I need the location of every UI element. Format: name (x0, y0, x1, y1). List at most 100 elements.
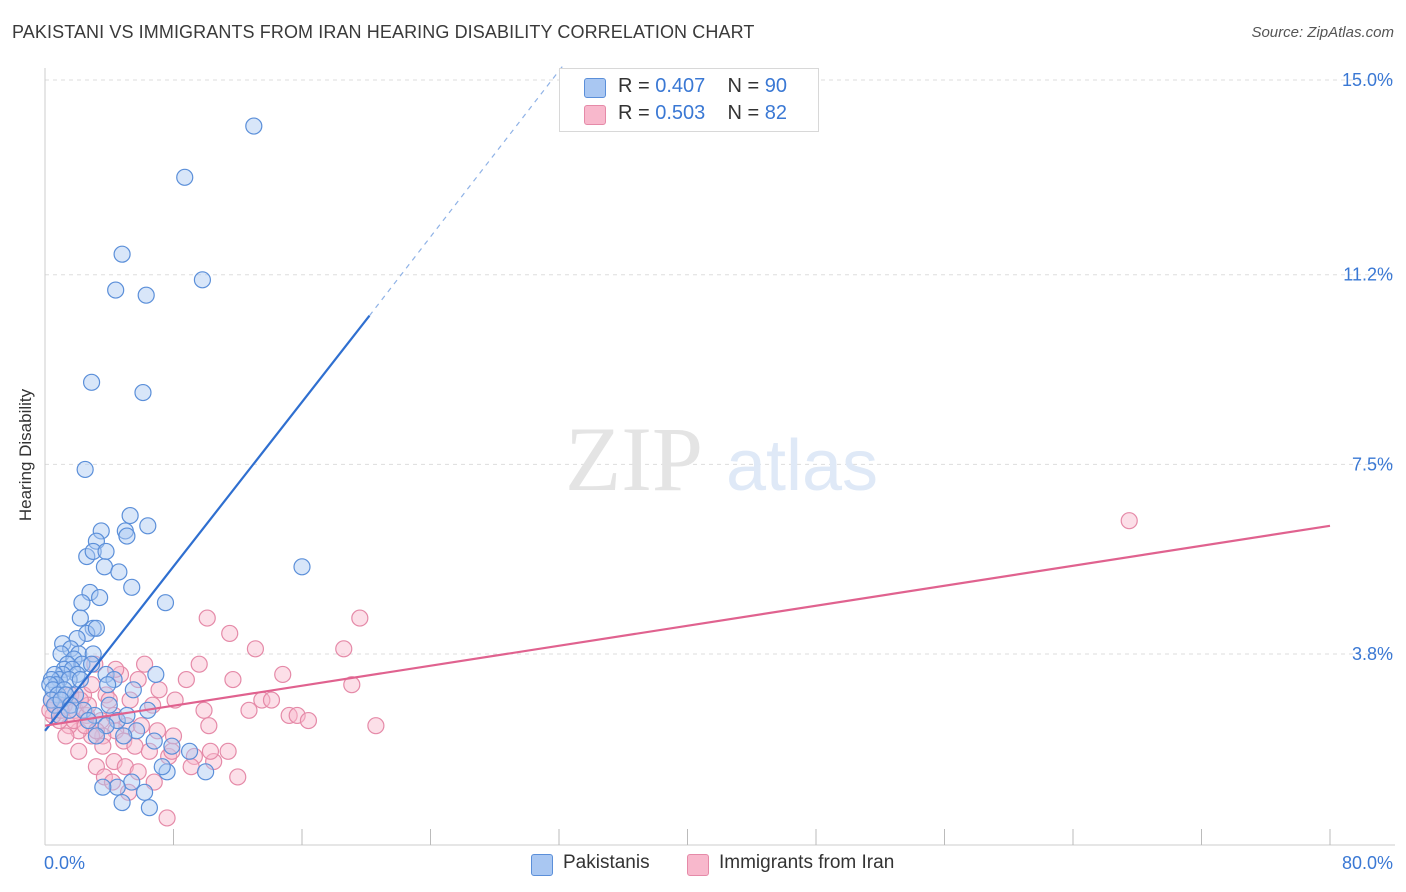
stats-r-value: 0.503 (655, 102, 706, 124)
data-point-pakistanis (115, 727, 133, 745)
data-point-iran (198, 609, 216, 627)
data-point-iran (240, 701, 258, 719)
data-point-pakistanis (127, 722, 146, 740)
data-point-pakistanis (99, 676, 117, 694)
data-point-pakistanis (158, 763, 176, 781)
data-point-pakistanis (113, 793, 131, 812)
watermark: ZIP atlas (565, 408, 878, 510)
data-point-pakistanis (113, 245, 131, 263)
data-point-pakistanis (118, 527, 136, 545)
data-point-pakistanis (78, 624, 96, 643)
data-point-pakistanis (163, 737, 181, 755)
data-point-pakistanis (71, 609, 89, 627)
legend-label: Pakistanis (563, 852, 650, 873)
data-point-iran (57, 727, 75, 745)
data-point-iran (246, 640, 265, 658)
watermark-atlas: atlas (726, 426, 878, 506)
legend-swatch-pink (687, 854, 709, 876)
stats-swatch-blue (584, 78, 606, 98)
data-point-pakistanis (97, 542, 115, 561)
data-point-pakistanis (176, 168, 194, 186)
legend-label: Immigrants from Iran (719, 852, 895, 873)
stats-swatch-pink (584, 105, 606, 125)
series-pakistanis (41, 117, 311, 817)
data-point-pakistanis (110, 563, 128, 581)
tick-labels: 3.8% 7.5% 11.2% 15.0% 0.0% 80.0% (44, 70, 1393, 873)
data-point-pakistanis (82, 373, 101, 391)
data-point-iran (200, 717, 218, 735)
data-point-pakistanis (108, 711, 126, 730)
data-point-iran (299, 711, 318, 730)
data-point-iran (70, 742, 88, 760)
data-point-pakistanis (92, 522, 110, 540)
stats-n-value: 82 (764, 102, 788, 124)
data-point-pakistanis (245, 117, 263, 135)
trend-lines (44, 64, 1331, 732)
data-point-iran (219, 742, 237, 760)
stats-r-value: 0.407 (655, 75, 706, 97)
data-point-pakistanis (70, 645, 88, 663)
data-point-pakistanis (147, 665, 165, 684)
data-point-pakistanis (95, 558, 114, 576)
trend-line-pakistanis-extension (368, 64, 565, 317)
data-point-pakistanis (145, 732, 163, 750)
data-point-pakistanis (123, 773, 141, 791)
data-point-pakistanis (134, 383, 152, 402)
stats-n-value: 90 (764, 75, 788, 97)
data-point-pakistanis (140, 799, 159, 817)
data-point-iran (140, 742, 159, 760)
y-tick-label: 15.0% (1342, 70, 1393, 90)
source-label: Source: ZipAtlas.com (1251, 24, 1394, 41)
data-point-iran (182, 758, 200, 776)
data-point-iran (115, 732, 133, 750)
data-point-pakistanis (100, 696, 118, 714)
data-point-pakistanis (94, 778, 112, 796)
trend-line-iran (44, 524, 1331, 727)
y-tick-label: 7.5% (1352, 454, 1393, 474)
data-point-pakistanis (153, 758, 171, 776)
data-point-iran (105, 752, 123, 771)
data-point-pakistanis (293, 558, 311, 576)
data-point-pakistanis (108, 778, 126, 796)
data-point-iran (343, 676, 361, 694)
data-point-iran (135, 655, 154, 673)
data-point-pakistanis (74, 701, 93, 719)
data-point-iran (185, 747, 203, 766)
data-point-iran (195, 701, 213, 719)
data-point-pakistanis (76, 460, 94, 479)
data-point-pakistanis (124, 681, 142, 699)
data-point-iran (190, 655, 208, 673)
data-point-pakistanis (123, 578, 141, 596)
stats-n-label: N = (727, 102, 765, 124)
data-point-iran (351, 609, 369, 627)
data-point-pakistanis (193, 271, 212, 289)
chart-title: PAKISTANI VS IMMIGRANTS FROM IRAN HEARIN… (12, 22, 755, 42)
data-point-iran (224, 670, 242, 689)
data-point-iran (288, 706, 306, 725)
data-point-iran (367, 717, 385, 735)
data-point-pakistanis (121, 506, 139, 525)
data-point-iran (262, 691, 281, 709)
data-point-iran (177, 670, 195, 689)
data-point-pakistanis (137, 286, 155, 304)
data-point-iran (158, 809, 176, 827)
data-point-pakistanis (71, 670, 89, 689)
data-point-pakistanis (91, 588, 109, 607)
data-point-pakistanis (87, 727, 106, 745)
data-point-pakistanis (60, 701, 78, 719)
data-point-pakistanis (139, 517, 157, 535)
data-point-pakistanis (180, 742, 199, 760)
correlation-stats-box: R = 0.407 N = 90 R = 0.503 N = 82 (559, 68, 819, 132)
data-point-iran (150, 681, 168, 699)
data-point-iran (129, 670, 147, 689)
watermark-zip: ZIP (565, 408, 703, 510)
legend-swatch-blue (531, 854, 553, 876)
data-point-iran (201, 742, 220, 760)
data-point-iran (163, 742, 181, 760)
data-point-iran (132, 717, 150, 735)
x-tick-label: 0.0% (44, 853, 85, 873)
axes (44, 68, 1395, 846)
data-point-iran (116, 758, 134, 776)
data-point-pakistanis (135, 783, 154, 801)
